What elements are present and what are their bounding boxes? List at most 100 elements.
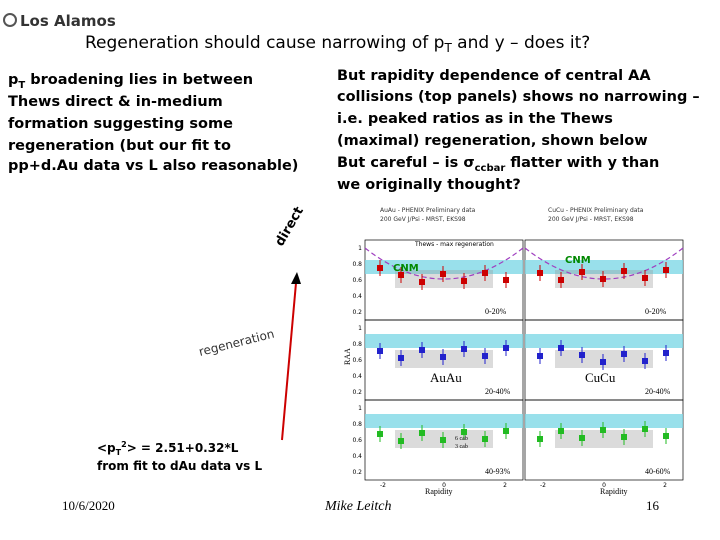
y-tick-label: 0.6 [352, 277, 362, 284]
marker [558, 277, 564, 283]
text-line: we originally thought? [337, 177, 521, 193]
marker [663, 350, 669, 356]
cnm-band [525, 260, 683, 274]
y-tick-label: 1 [358, 405, 362, 412]
logo-icon [3, 13, 17, 27]
y-tick-label: 0.4 [352, 293, 362, 300]
logo: Los Alamos [3, 12, 116, 30]
panel-header: CuCu - PHENIX Preliminary data [548, 207, 644, 214]
formula: <pT2> = 2.51+0.32*L [97, 440, 239, 457]
y-tick-label: 1 [358, 245, 362, 252]
marker [419, 347, 425, 353]
marker [600, 359, 606, 365]
marker [377, 348, 383, 354]
marker [440, 437, 446, 443]
centrality-label: 20-40% [485, 387, 511, 396]
cnm-band [365, 334, 523, 348]
marker [537, 353, 543, 359]
marker [663, 267, 669, 273]
legend-entry: 6 cab [455, 436, 468, 442]
marker [621, 268, 627, 274]
x-tick-label: 0 [602, 482, 606, 489]
x-tick-label: 2 [663, 482, 667, 489]
text-sub: ccbar [475, 163, 506, 174]
marker [461, 429, 467, 435]
centrality-label: 20-40% [645, 387, 671, 396]
marker [579, 269, 585, 275]
marker [398, 438, 404, 444]
y-tick-label: 1 [358, 325, 362, 332]
marker [503, 345, 509, 351]
marker [503, 428, 509, 434]
cnm-label: CNM [393, 263, 419, 274]
marker [419, 279, 425, 285]
marker [642, 426, 648, 432]
centrality-label: 0-20% [485, 307, 507, 316]
y-tick-label: 0.8 [352, 421, 362, 428]
marker [621, 434, 627, 440]
text-line: i.e. peaked ratios as in the Thews [337, 111, 613, 127]
marker [558, 428, 564, 434]
marker [398, 355, 404, 361]
marker [419, 430, 425, 436]
y-tick-label: 0.8 [352, 341, 362, 348]
y-tick-label: 0.2 [352, 469, 362, 476]
formula-part: > = 2.51+0.32*L [127, 441, 239, 455]
arrow [281, 282, 297, 441]
right-text: But rapidity dependence of central AA co… [337, 68, 700, 193]
text-line: pp+d.Au data vs L also reasonable) [8, 158, 298, 174]
marker [558, 345, 564, 351]
marker [377, 431, 383, 437]
title-sub: T [443, 41, 452, 55]
cnm-label: CNM [565, 255, 591, 266]
cnm-band [525, 334, 683, 348]
panel [364, 399, 524, 481]
x-tick-label: -2 [540, 482, 546, 489]
regeneration-label: regeneration [197, 327, 275, 359]
y-tick-label: 0.6 [352, 357, 362, 364]
marker [503, 277, 509, 283]
x-axis-label: Rapidity [425, 487, 453, 496]
text-part: But careful – is σ [337, 155, 475, 171]
x-tick-label: 0 [442, 482, 446, 489]
y-tick-label: 0.2 [352, 309, 362, 316]
title-part: Regeneration should cause narrowing of p [85, 33, 444, 53]
marker [440, 271, 446, 277]
x-tick-label: -2 [380, 482, 386, 489]
footer-date: 10/6/2020 [62, 498, 115, 513]
direct-label: direct [272, 204, 306, 249]
marker [461, 346, 467, 352]
marker [579, 435, 585, 441]
centrality-label: 40-60% [645, 467, 671, 476]
text-line: formation suggesting some [8, 116, 233, 132]
panel-header: AuAu - PHENIX Preliminary data [380, 207, 476, 214]
cnm-band [365, 414, 523, 428]
text-part: broadening lies in between [25, 72, 253, 88]
footer-page: 16 [646, 498, 660, 513]
text-sub: T [18, 80, 25, 91]
y-axis-label: RAA [343, 348, 352, 365]
marker [663, 433, 669, 439]
y-tick-label: 0.4 [352, 373, 362, 380]
marker [642, 358, 648, 364]
y-tick-label: 0.6 [352, 437, 362, 444]
marker [621, 351, 627, 357]
syst-band [555, 430, 653, 448]
centrality-label: 0-20% [645, 307, 667, 316]
marker [579, 352, 585, 358]
system-label: AuAu [430, 370, 462, 385]
text-line: collisions (top panels) shows no narrowi… [337, 89, 700, 105]
marker [600, 427, 606, 433]
marker [537, 270, 543, 276]
cnm-band [525, 414, 683, 428]
text-part: flatter with y than [505, 155, 659, 171]
marker [461, 278, 467, 284]
formula-sub: T [116, 448, 122, 457]
left-text: pT broadening lies in between Thews dire… [8, 72, 298, 174]
formula-sup: 2 [121, 440, 127, 449]
title-part: and y – does it? [452, 33, 590, 53]
legend-entry: 3 cab [455, 444, 468, 450]
slide-title: Regeneration should cause narrowing of p… [85, 33, 590, 55]
marker [482, 436, 488, 442]
panel [524, 399, 684, 481]
